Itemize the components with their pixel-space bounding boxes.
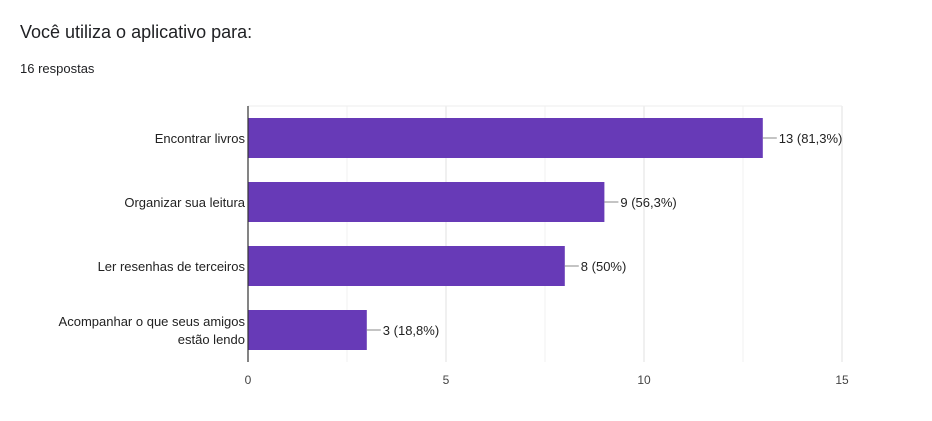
category-label: Ler resenhas de terceiros bbox=[98, 259, 246, 274]
data-label: 9 (56,3%) bbox=[620, 195, 676, 210]
category-label: Acompanhar o que seus amigos bbox=[59, 314, 246, 329]
x-tick-label: 10 bbox=[637, 373, 651, 387]
bar bbox=[248, 182, 605, 222]
data-label: 8 (50%) bbox=[581, 259, 627, 274]
data-label: 3 (18,8%) bbox=[383, 323, 439, 338]
bar bbox=[248, 246, 565, 286]
x-tick-label: 15 bbox=[835, 373, 849, 387]
x-tick-label: 5 bbox=[443, 373, 450, 387]
response-count: 16 respostas bbox=[20, 61, 95, 76]
category-label: estão lendo bbox=[178, 332, 245, 347]
bar bbox=[248, 118, 763, 158]
category-label: Organizar sua leitura bbox=[124, 195, 245, 210]
bar bbox=[248, 310, 367, 350]
x-tick-label: 0 bbox=[245, 373, 252, 387]
chart-title: Você utiliza o aplicativo para: bbox=[20, 22, 253, 42]
category-label: Encontrar livros bbox=[155, 131, 246, 146]
data-label: 13 (81,3%) bbox=[779, 131, 843, 146]
